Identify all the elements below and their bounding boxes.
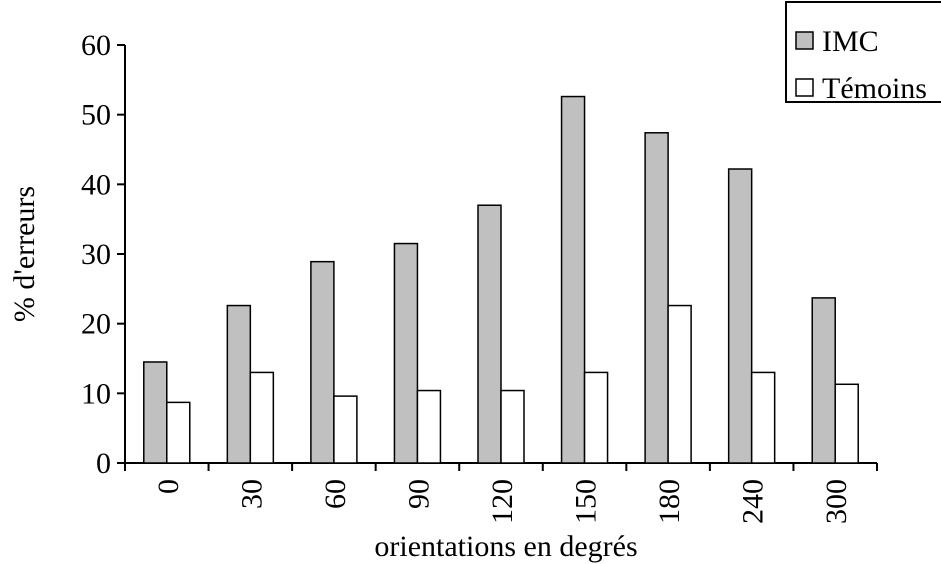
bar-imc-0 (143, 361, 168, 464)
legend: IMC Témoins (785, 1, 941, 105)
x-tick-label: 120 (486, 479, 519, 524)
legend-label-temoins: Témoins (822, 72, 927, 105)
x-tick-label: 240 (737, 479, 770, 524)
y-tick-label: 0 (96, 447, 111, 480)
x-axis-ticks: 0 30 60 90 120 150 180 240 300 (124, 463, 878, 524)
legend-swatch-temoins (795, 78, 814, 97)
plot-area: 0 10 20 30 40 50 60 0 30 60 90 120 150 180 240 300 (81, 29, 878, 524)
bar-temoins-180 (667, 304, 692, 464)
bar-temoins-240 (750, 371, 776, 464)
bar-imc-120 (477, 204, 502, 464)
y-tick-label: 30 (81, 238, 111, 271)
legend-label-imc: IMC (822, 25, 879, 58)
x-tick-label: 180 (653, 479, 686, 524)
y-tick-label: 60 (81, 29, 111, 62)
bar-temoins-0 (166, 401, 191, 464)
x-tick-label: 90 (402, 479, 435, 509)
x-tick-label: 30 (235, 479, 268, 509)
bar-imc-240 (727, 168, 753, 464)
bar-imc-180 (644, 132, 669, 464)
bar-temoins-150 (583, 371, 609, 464)
bar-temoins-60 (333, 395, 358, 464)
y-axis-ticks: 0 10 20 30 40 50 60 (81, 29, 125, 480)
bar-temoins-30 (249, 371, 275, 464)
bars (143, 95, 859, 464)
bar-imc-150 (560, 95, 586, 464)
bar-temoins-300 (834, 383, 859, 464)
y-tick-label: 50 (81, 99, 111, 132)
bar-imc-90 (393, 242, 419, 464)
bar-temoins-90 (416, 389, 442, 464)
bar-temoins-120 (500, 389, 525, 464)
y-tick-label: 20 (81, 308, 111, 341)
y-tick-label: 10 (81, 377, 111, 410)
x-tick-label: 150 (570, 479, 603, 524)
bar-imc-60 (310, 260, 335, 464)
legend-swatch-imc (795, 31, 814, 50)
x-axis-title: orientations en degrés (374, 530, 637, 563)
bar-imc-300 (811, 297, 836, 464)
y-axis-title: % d'erreurs (8, 186, 41, 322)
y-tick-label: 40 (81, 168, 111, 201)
x-tick-label: 60 (319, 479, 352, 509)
x-tick-label: 300 (820, 479, 853, 524)
x-tick-label: 0 (152, 479, 185, 494)
bar-imc-30 (226, 304, 252, 464)
